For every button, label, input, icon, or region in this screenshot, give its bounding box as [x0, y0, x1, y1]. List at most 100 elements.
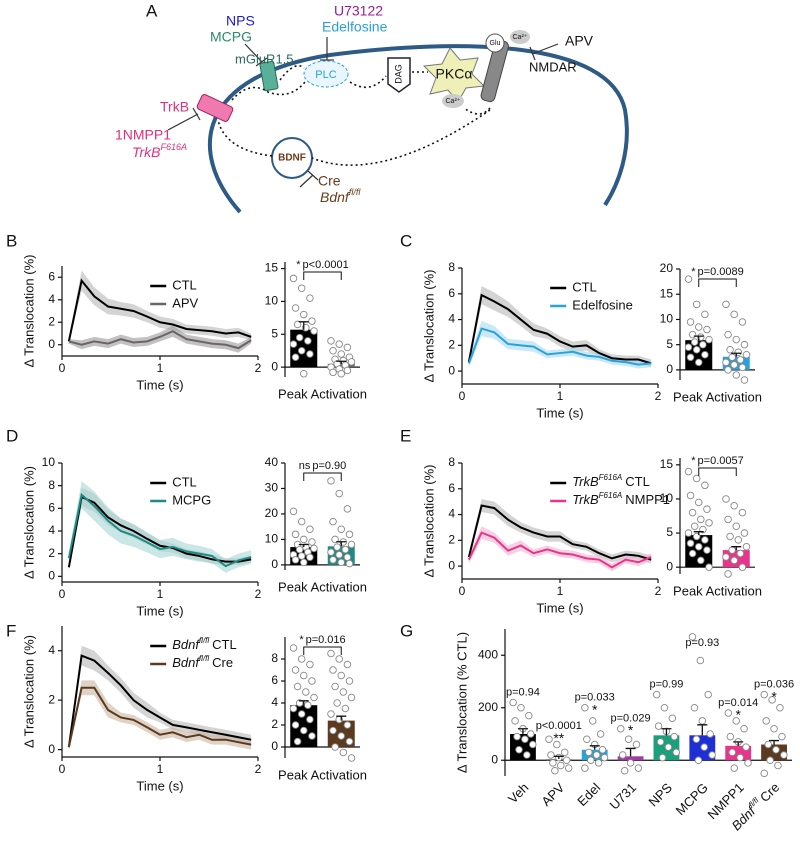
- y-tick-label: 4: [448, 507, 455, 521]
- data-point: [327, 337, 335, 345]
- data-point: [688, 633, 697, 641]
- data-point: [293, 737, 302, 746]
- data-point: [736, 549, 745, 558]
- legend-label: Bdnffl/fl CTL: [172, 636, 237, 652]
- y-tick-label: 30: [265, 481, 279, 495]
- error-bar: [731, 352, 742, 357]
- data-point: [701, 310, 709, 319]
- data-point: [730, 764, 739, 772]
- data-point: [337, 350, 346, 358]
- plc-shape: [303, 60, 349, 88]
- data-point: [740, 340, 749, 349]
- y-tick-label: 20: [265, 506, 279, 520]
- y-axis-label: Δ Translocation (%): [21, 255, 36, 368]
- y-tick-label: 40: [265, 455, 279, 469]
- y-tick-label: 6: [48, 501, 55, 515]
- p-value: p=0.033: [575, 692, 615, 704]
- data-point: [329, 346, 337, 355]
- data-point: [724, 330, 732, 339]
- data-point: [302, 688, 310, 696]
- y-tick-label: 2: [448, 533, 455, 547]
- series-line: [68, 330, 252, 350]
- ca-ion: [510, 30, 530, 44]
- data-point: [300, 558, 308, 567]
- x-axis-label: Peak Activation: [278, 579, 367, 594]
- data-point: [306, 715, 314, 724]
- data-point: [736, 356, 745, 364]
- data-point: [690, 704, 699, 712]
- data-point: [738, 563, 747, 571]
- error-bar: [661, 728, 672, 736]
- x-tick-label: 0: [459, 389, 466, 403]
- significance: * p=0.016: [299, 634, 345, 646]
- data-point: [688, 330, 697, 339]
- y-tick-label: 10: [265, 294, 279, 308]
- data-point: [738, 318, 747, 326]
- bar: [617, 756, 644, 761]
- data-point: [588, 717, 597, 725]
- data-point: [341, 545, 350, 554]
- data-point: [310, 544, 318, 553]
- error-bar: [693, 531, 704, 536]
- x-tick-label: 1: [157, 361, 164, 375]
- dag-shape: [387, 57, 411, 93]
- label: Glu: [490, 40, 501, 47]
- p-value: p=0.94: [506, 686, 540, 698]
- data-point: [343, 366, 352, 375]
- series-line: [467, 531, 652, 569]
- data-point: [766, 756, 774, 765]
- data-point: [545, 735, 553, 744]
- data-point: [308, 317, 316, 325]
- data-point: [696, 656, 705, 665]
- data-point: [291, 721, 300, 729]
- y-tick-label: 15: [660, 286, 674, 300]
- data-point: [705, 335, 713, 344]
- data-point: [742, 542, 751, 551]
- x-tick-label: 1: [557, 389, 564, 403]
- data-point: [732, 522, 741, 530]
- error-bar: [336, 360, 347, 364]
- data-point: [654, 722, 663, 730]
- error-band: [468, 526, 652, 572]
- data-point: [521, 735, 529, 744]
- data-point: [339, 748, 348, 757]
- legend-label: CTL: [172, 277, 197, 292]
- y-axis-label: Δ Translocation (% CTL): [454, 632, 469, 773]
- data-point: [768, 696, 776, 704]
- data-point: [695, 358, 703, 367]
- data-point: [335, 550, 343, 559]
- data-point: [616, 725, 625, 733]
- data-point: [708, 751, 716, 759]
- label: NPS: [226, 13, 255, 29]
- data-point: [581, 764, 589, 772]
- data-point: [549, 759, 557, 767]
- data-point: [728, 353, 736, 362]
- y-axis-label: Δ Translocation (%): [421, 270, 436, 383]
- x-tick-label: 0: [59, 587, 66, 601]
- label: NMDAR: [529, 59, 577, 74]
- legend-label: MCPG: [172, 492, 211, 507]
- data-point: [297, 346, 306, 355]
- data-point: [703, 505, 711, 513]
- data-point: [289, 704, 298, 713]
- label: 1NMPP1: [115, 127, 171, 143]
- legend-label: APV: [172, 295, 198, 310]
- data-point: [724, 570, 732, 578]
- error-bar: [336, 541, 347, 547]
- glu-ion: [485, 33, 505, 53]
- significance-mark: ns: [299, 460, 311, 472]
- series-line: [67, 686, 252, 748]
- p-value: p=0.016: [306, 634, 346, 646]
- data-point: [557, 761, 565, 770]
- data-point: [297, 710, 306, 718]
- data-point: [692, 474, 701, 483]
- data-point: [560, 748, 569, 757]
- label-part: Cre: [757, 780, 782, 805]
- panel-label: F: [6, 621, 16, 640]
- data-point: [345, 737, 354, 746]
- data-point: [738, 508, 747, 517]
- data-point: [730, 310, 738, 319]
- x-tick-label: NPS: [645, 780, 675, 810]
- significance-mark: *: [299, 634, 304, 646]
- label-part: NMPP1: [625, 492, 670, 507]
